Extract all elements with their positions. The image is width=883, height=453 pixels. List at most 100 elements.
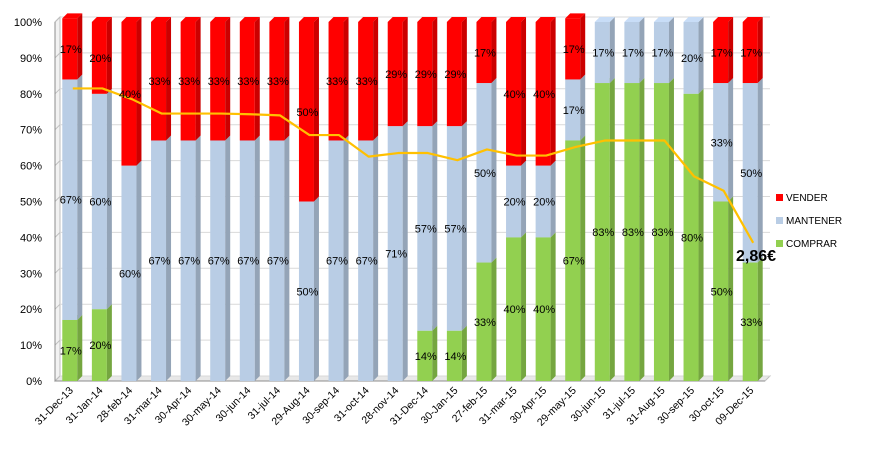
bar-segment-comprar — [535, 237, 551, 381]
data-label: 33% — [474, 317, 496, 329]
legend-swatch — [776, 194, 783, 201]
bar-segment-vender — [565, 18, 581, 80]
bar-segment-vender — [210, 22, 226, 141]
data-label: 33% — [356, 76, 378, 88]
data-label: 33% — [237, 76, 259, 88]
bar-top-mantener — [683, 17, 704, 22]
bar-side-mantener — [639, 17, 645, 84]
bar-segment-mantener — [653, 22, 669, 84]
bar-segment-vender — [417, 22, 433, 127]
data-label: 40% — [504, 304, 526, 316]
bar-side-mantener — [284, 135, 290, 381]
bar-side-mantener — [195, 135, 201, 381]
price-annotation: 2,86€ — [736, 248, 776, 265]
bar-side-vender — [284, 17, 290, 141]
gridline-bevel — [54, 232, 61, 238]
bar-segment-mantener — [298, 201, 314, 381]
data-label: 17% — [60, 44, 82, 56]
bar-top-vender — [239, 17, 260, 22]
bar-side-vender — [225, 17, 231, 141]
data-label: 40% — [504, 89, 526, 101]
data-label: 33% — [149, 76, 171, 88]
data-label: 40% — [119, 89, 141, 101]
legend: VENDER MANTENER COMPRAR — [776, 193, 842, 250]
bar-side-mantener — [521, 160, 527, 238]
bar-side-vender — [402, 17, 408, 127]
bar-side-vender — [757, 17, 763, 84]
bar-segment-vender — [62, 18, 78, 80]
gridline-bevel — [54, 267, 61, 274]
bar-segment-comprar — [594, 83, 610, 381]
bar-side-vender — [491, 17, 497, 84]
bar-top-vender — [91, 17, 112, 22]
bar-side-comprar — [668, 78, 674, 381]
data-label: 20% — [533, 197, 555, 209]
bar-segment-mantener — [594, 22, 610, 84]
data-label: 67% — [178, 256, 200, 268]
bar-top-vender — [151, 17, 172, 22]
data-label: 29% — [444, 69, 466, 81]
bar-side-vender — [550, 17, 556, 166]
bar-segment-comprar — [653, 83, 669, 381]
bar-side-vender — [432, 17, 438, 127]
bar-top-vender — [62, 13, 83, 19]
bar-top-vender — [387, 17, 408, 22]
data-label: 33% — [178, 76, 200, 88]
bar-side-comprar — [757, 257, 763, 381]
bar-side-mantener — [668, 17, 674, 84]
bar-side-comprar — [491, 257, 497, 381]
bar-side-mantener — [432, 121, 438, 331]
bar-side-comprar — [461, 325, 467, 381]
trend-line — [72, 87, 755, 244]
bar-segment-comprar — [742, 262, 758, 381]
bar-segment-mantener — [180, 140, 196, 381]
bar-segment-mantener — [91, 93, 107, 310]
data-label: 17% — [711, 48, 733, 60]
data-label: 17% — [651, 48, 673, 60]
bar-top-vender — [328, 17, 349, 22]
bar-side-vender — [580, 13, 586, 80]
data-label: 83% — [622, 227, 644, 239]
legend-label: MANTENER — [786, 216, 842, 227]
bar-segment-comprar — [62, 319, 78, 381]
bar-side-comprar — [521, 232, 527, 381]
bar-side-vender — [728, 17, 734, 84]
trend-line-layer — [72, 87, 755, 244]
legend-swatch — [776, 217, 783, 224]
bar-segment-mantener — [121, 165, 137, 381]
gridline-bevel — [54, 196, 61, 202]
bar-side-mantener — [136, 160, 142, 381]
y-tick-label: 60% — [20, 161, 42, 173]
bar-top-mantener — [653, 17, 674, 22]
bar-side-mantener — [728, 78, 734, 202]
bars — [62, 13, 763, 382]
bar-segment-mantener — [210, 140, 226, 381]
data-label: 50% — [711, 286, 733, 298]
bar-top-vender — [180, 17, 201, 22]
bar-segment-mantener — [624, 22, 640, 84]
data-label: 33% — [326, 76, 348, 88]
gridline-bevel — [54, 52, 61, 59]
bar-segment-comprar — [683, 93, 699, 382]
bar-segment-mantener — [476, 83, 492, 263]
bar-segment-mantener — [535, 165, 551, 238]
bar-side-mantener — [609, 17, 615, 84]
data-label: 40% — [533, 89, 555, 101]
bar-segment-vender — [358, 22, 374, 141]
bar-segment-mantener — [328, 140, 344, 381]
data-label: 17% — [474, 48, 496, 60]
bar-segment-mantener — [742, 83, 758, 263]
bar-segment-comprar — [565, 140, 581, 381]
bar-side-mantener — [106, 88, 112, 310]
bar-side-vender — [343, 17, 349, 141]
data-label: 83% — [592, 227, 614, 239]
gridline-bevel — [54, 375, 61, 382]
data-label: 14% — [415, 351, 437, 363]
bar-segment-mantener — [387, 126, 403, 381]
bar-segment-vender — [476, 22, 492, 84]
data-label: 50% — [296, 107, 318, 119]
bar-side-mantener — [402, 121, 408, 382]
bar-side-comprar — [432, 325, 438, 381]
bar-segment-comprar — [91, 309, 107, 381]
bar-segment-vender — [713, 22, 729, 84]
